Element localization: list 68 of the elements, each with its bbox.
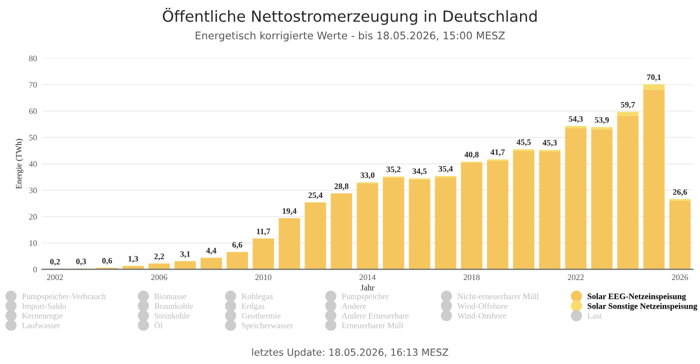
legend-label: Last <box>588 313 602 319</box>
total-label: 2,2 <box>154 254 164 260</box>
legend-label: Import-Saldo <box>22 302 66 311</box>
x-tick-label: 2022 <box>568 274 584 280</box>
total-label: 53,9 <box>594 117 609 124</box>
legend-label: Solar Sonstige Netzeinspeisung <box>588 303 698 311</box>
total-label: 35,4 <box>438 166 453 173</box>
y-tick-label: 60 <box>29 108 37 114</box>
chart-subtitle: Energetisch korrigierte Werte - bis 18.05.2026, 15:00 MESZ <box>196 31 505 42</box>
x-tick-label: 2018 <box>464 274 480 280</box>
legend-label: Andere <box>342 302 366 309</box>
total-label: 54,3 <box>568 116 583 123</box>
total-label: 1,3 <box>128 256 138 263</box>
x-axis-title: Jahr <box>360 284 374 290</box>
total-label: 26,6 <box>673 189 688 196</box>
total-label: 0,2 <box>50 258 60 266</box>
legend-label: Geothermie <box>242 312 280 319</box>
legend-label: Andere Erneuerbare <box>342 312 409 319</box>
legend-label: Pumpspeicher-Verbrauch <box>22 293 106 301</box>
x-tick-label: 2010 <box>255 274 272 280</box>
chart-title: Öffentliche Nettostromerzeugung in Deutschland <box>162 8 537 25</box>
legend-label: Steinkohle <box>154 312 190 319</box>
total-label: 11,7 <box>256 228 270 236</box>
total-label: 45,5 <box>516 139 531 146</box>
total-label: 35,2 <box>386 166 400 174</box>
legend-label: Nicht-erneuerbarer Müll <box>458 293 539 300</box>
legend-label: Pumpspeicher <box>342 293 389 301</box>
x-tick-label: 2026 <box>672 274 688 280</box>
total-label: 0,3 <box>76 258 86 266</box>
total-label: 28,8 <box>334 183 348 190</box>
total-label: 40,8 <box>464 152 479 159</box>
legend-label: Kohlegas <box>242 293 273 301</box>
legend-label: Laufwasser <box>22 322 60 328</box>
total-label: 70,1 <box>647 74 661 82</box>
x-tick-label: 2002 <box>47 274 63 280</box>
total-label: 19,4 <box>282 208 297 216</box>
legend-label: Speicherwasser <box>242 322 294 330</box>
legend-label: Wind-Offshore <box>457 302 508 309</box>
legend-label: Erdgas <box>242 303 264 311</box>
total-label: 6,6 <box>232 242 242 249</box>
legend-label: Kernenergie <box>22 312 63 320</box>
total-label: 4,4 <box>206 248 216 255</box>
total-label: 45,3 <box>542 140 557 147</box>
total-label: 25,4 <box>308 192 323 200</box>
y-tick-label: 0 <box>33 266 37 272</box>
legend-label: Braunkohle <box>154 302 193 309</box>
legend-label: Solar EEG-Netzeinspeisung <box>588 293 686 301</box>
text: letztes Update: 18.05.2026, 16:13 MESZ <box>252 348 448 358</box>
y-tick-label: 40 <box>28 161 37 167</box>
y-tick-label: 30 <box>29 188 37 194</box>
total-label: 59,7 <box>620 102 635 109</box>
legend-label: Erneuerbarer Müll <box>342 322 404 328</box>
y-tick-label: 10 <box>30 240 37 246</box>
total-label: 41,7 <box>490 149 505 156</box>
y-tick-label: 70 <box>29 82 37 88</box>
y-tick-label: 50 <box>29 134 37 140</box>
y-tick-label: 80 <box>29 56 37 62</box>
y-tick-label: 20 <box>29 214 37 220</box>
legend-label: Öl <box>154 321 162 328</box>
x-tick-label: 2006 <box>151 274 168 280</box>
total-label: 33,0 <box>360 172 374 180</box>
legend-label: Biomasse <box>154 294 186 300</box>
total-label: 0,6 <box>102 258 112 265</box>
total-label: 34,5 <box>412 168 427 176</box>
x-tick-label: 2014 <box>360 274 376 280</box>
legend-label: Wind-Onshore <box>457 312 506 319</box>
total-label: 3,1 <box>180 251 190 258</box>
y-axis-title: Energie (TWh) <box>16 138 24 189</box>
